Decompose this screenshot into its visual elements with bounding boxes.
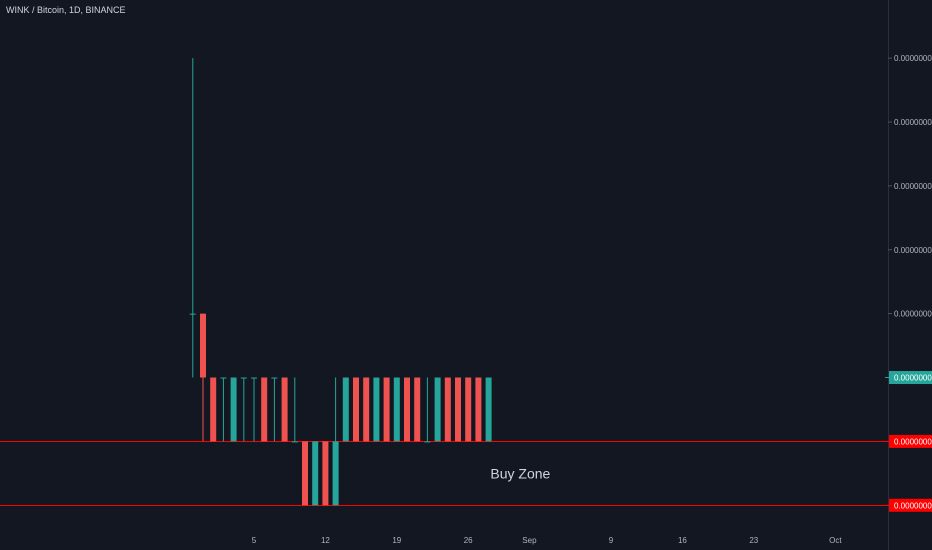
candle-body xyxy=(485,377,492,442)
candle[interactable] xyxy=(322,441,329,506)
candle-body xyxy=(302,441,308,506)
candle[interactable] xyxy=(271,377,278,442)
last-price-badge-text: 0.00000004 xyxy=(894,374,932,383)
candle[interactable] xyxy=(332,377,339,506)
candle[interactable] xyxy=(353,377,359,442)
time-tick-label: 26 xyxy=(464,536,473,545)
candle-body xyxy=(444,377,451,442)
time-tick-label: Oct xyxy=(829,536,842,545)
price-tick-label: 0.00000006 xyxy=(894,246,932,255)
candle-body xyxy=(393,377,400,442)
candle-body xyxy=(200,313,206,378)
candle[interactable] xyxy=(230,377,237,442)
line-price-badge xyxy=(889,498,932,512)
time-tick-label: 12 xyxy=(321,536,330,545)
candle[interactable] xyxy=(475,377,482,442)
candle-body xyxy=(455,377,461,442)
time-tick-label: Sep xyxy=(522,536,537,545)
candle[interactable] xyxy=(485,377,492,442)
time-axis[interactable]: 5 12 19 26 Sep 9 16 23 Oct xyxy=(252,536,843,545)
candle-body xyxy=(189,313,196,315)
candle[interactable] xyxy=(434,377,441,442)
candle-body xyxy=(322,441,329,506)
candle[interactable] xyxy=(210,377,217,442)
candle-body xyxy=(220,377,227,379)
candle-body xyxy=(424,441,431,443)
candle[interactable] xyxy=(220,377,227,442)
annotations: Buy Zone xyxy=(490,465,550,481)
price-tick-label: 0.00000009 xyxy=(894,54,932,63)
candle-body xyxy=(271,377,278,379)
candle-body xyxy=(261,377,268,442)
candle[interactable] xyxy=(302,441,308,506)
candle[interactable] xyxy=(363,377,370,442)
candle[interactable] xyxy=(465,377,472,442)
symbol-title[interactable]: WINK / Bitcoin, 1D, BINANCE xyxy=(6,5,126,15)
candle-body xyxy=(240,377,247,379)
candle[interactable] xyxy=(424,377,431,443)
candle[interactable] xyxy=(312,441,319,506)
candle[interactable] xyxy=(404,377,410,442)
line-price-badge-text: 0.00000003 xyxy=(894,437,932,446)
candle[interactable] xyxy=(281,377,288,442)
time-tick-label: 19 xyxy=(392,536,401,545)
candle-body xyxy=(353,377,359,442)
candle-body xyxy=(291,441,298,443)
buy-zone-label[interactable]: Buy Zone xyxy=(490,465,550,481)
candle-body xyxy=(383,377,390,442)
candle[interactable] xyxy=(261,377,268,442)
candle[interactable] xyxy=(393,377,400,442)
candle-body xyxy=(363,377,370,442)
candle[interactable] xyxy=(455,377,461,442)
candle[interactable] xyxy=(291,377,298,443)
price-tick-label: 0.00000007 xyxy=(894,182,932,191)
horizontal-lines xyxy=(0,441,888,506)
candle[interactable] xyxy=(444,377,451,442)
candle-body xyxy=(251,377,257,379)
time-tick-label: 9 xyxy=(609,536,614,545)
time-tick-label: 23 xyxy=(749,536,758,545)
candle-body xyxy=(342,377,349,442)
line-price-badge-text: 0.00000002 xyxy=(894,501,932,510)
candle[interactable] xyxy=(383,377,390,442)
time-tick-label: 16 xyxy=(678,536,687,545)
candles xyxy=(189,58,492,506)
candle-body xyxy=(373,377,380,442)
price-axis[interactable]: 0.00000009 0.00000008 0.00000007 0.00000006… xyxy=(885,54,932,512)
candle-body xyxy=(230,377,237,442)
candle[interactable] xyxy=(342,377,349,442)
candle-body xyxy=(332,441,339,506)
candle-body xyxy=(434,377,441,442)
price-tick-label: 0.00000008 xyxy=(894,118,932,127)
last-price-badge xyxy=(889,371,932,385)
candle-body xyxy=(414,377,421,442)
candle-body xyxy=(312,441,319,506)
candle-body xyxy=(404,377,410,442)
candle-body xyxy=(465,377,472,442)
candle[interactable] xyxy=(373,377,380,442)
candle-body xyxy=(475,377,482,442)
candle[interactable] xyxy=(251,377,257,442)
candle[interactable] xyxy=(240,377,247,442)
line-price-badge xyxy=(889,434,932,448)
candle-body xyxy=(210,377,217,442)
candle[interactable] xyxy=(189,58,196,378)
candle-body xyxy=(281,377,288,442)
candle[interactable] xyxy=(414,377,421,442)
candle[interactable] xyxy=(200,313,206,442)
time-tick-label: 5 xyxy=(252,536,257,545)
